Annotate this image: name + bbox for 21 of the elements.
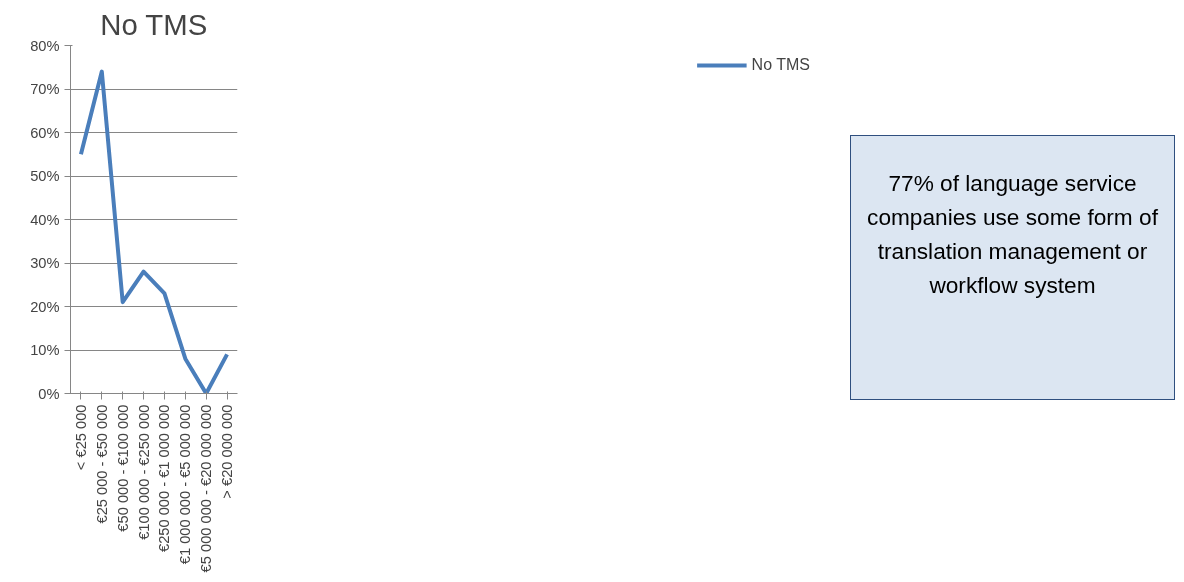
x-tick-label: €250 000 - €1 000 000 [156,404,173,553]
x-tick-label: €5 000 000 - €20 000 000 [198,404,215,573]
x-tick-label: €100 000 - €250 000 [135,404,152,540]
y-tick-label: 60% [30,124,60,141]
y-tick-label: 70% [30,81,60,97]
y-tick-label: 0% [38,385,60,402]
chart-title: No TMS [100,7,208,41]
x-tick-label: €50 000 - €100 000 [114,404,131,532]
x-tick-label: > €20 000 000 [219,404,236,499]
y-tick-label: 50% [30,168,60,184]
legend-label: No TMS [751,56,810,74]
x-tick-label: €1 000 000 - €5 000 000 [177,404,194,565]
y-tick-label: 10% [30,342,60,358]
line-series [78,69,230,394]
y-tick-label: 30% [30,255,60,271]
text: 77% of language service companies use some form of translation management or workflow system [866,169,1159,300]
y-tick-label: 40% [30,211,60,228]
y-tick-label: 20% [30,298,60,315]
x-tick-label: < €25 000 [72,404,89,471]
y-tick-label: 80% [30,37,60,54]
x-tick-label: €25 000 - €50 000 [93,404,110,524]
